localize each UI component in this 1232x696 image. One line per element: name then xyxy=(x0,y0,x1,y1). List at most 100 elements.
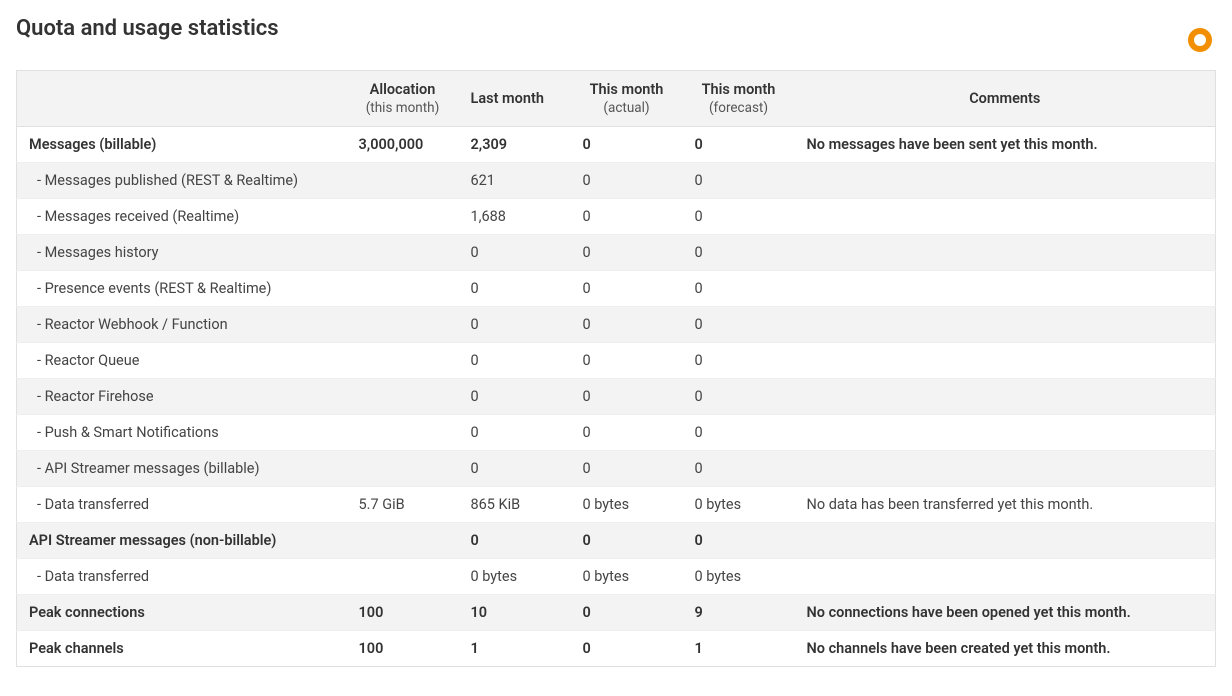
cell-forecast: 0 xyxy=(683,343,795,379)
cell-forecast: 0 xyxy=(683,415,795,451)
table-row: Messages history000 xyxy=(17,235,1216,271)
table-row: Reactor Firehose000 xyxy=(17,379,1216,415)
table-header-row: Allocation (this month) Last month This … xyxy=(17,71,1216,127)
cell-actual: 0 xyxy=(571,451,683,487)
cell-allocation xyxy=(347,271,459,307)
cell-allocation xyxy=(347,379,459,415)
metric-label: Reactor Queue xyxy=(17,343,347,379)
col-header-allocation-sub: (this month) xyxy=(359,100,447,116)
col-header-allocation-main: Allocation xyxy=(370,81,436,98)
cell-comments xyxy=(795,235,1216,271)
cell-allocation: 100 xyxy=(347,631,459,667)
cell-last-month: 0 xyxy=(459,379,571,415)
cell-forecast: 0 xyxy=(683,307,795,343)
cell-actual: 0 xyxy=(571,271,683,307)
table-row: Data transferred5.7 GiB865 KiB0 bytes0 b… xyxy=(17,487,1216,523)
col-header-actual-main: This month xyxy=(590,81,664,98)
col-header-allocation: Allocation (this month) xyxy=(347,71,459,127)
cell-forecast: 1 xyxy=(683,631,795,667)
cell-allocation xyxy=(347,199,459,235)
cell-comments xyxy=(795,199,1216,235)
table-row: API Streamer messages (non-billable)000 xyxy=(17,523,1216,559)
metric-label: API Streamer messages (non-billable) xyxy=(17,523,347,559)
cell-comments: No data has been transferred yet this mo… xyxy=(795,487,1216,523)
cell-allocation: 3,000,000 xyxy=(347,127,459,163)
metric-label: Peak connections xyxy=(17,595,347,631)
cell-last-month: 1,688 xyxy=(459,199,571,235)
table-body: Messages (billable)3,000,0002,30900No me… xyxy=(17,127,1216,667)
cell-comments xyxy=(795,163,1216,199)
table-row: Presence events (REST & Realtime)000 xyxy=(17,271,1216,307)
table-row: Reactor Webhook / Function000 xyxy=(17,307,1216,343)
table-row: Messages (billable)3,000,0002,30900No me… xyxy=(17,127,1216,163)
cell-forecast: 0 xyxy=(683,451,795,487)
metric-label: Messages (billable) xyxy=(17,127,347,163)
cell-forecast: 0 xyxy=(683,199,795,235)
cell-actual: 0 xyxy=(571,379,683,415)
cell-comments xyxy=(795,307,1216,343)
col-header-comments: Comments xyxy=(795,71,1216,127)
cell-actual: 0 xyxy=(571,127,683,163)
table-row: Peak connections1001009No connections ha… xyxy=(17,595,1216,631)
metric-label: Data transferred xyxy=(17,487,347,523)
metric-label: Messages received (Realtime) xyxy=(17,199,347,235)
cell-allocation xyxy=(347,415,459,451)
ring-icon xyxy=(1188,28,1212,52)
cell-allocation xyxy=(347,163,459,199)
cell-allocation xyxy=(347,559,459,595)
cell-actual: 0 bytes xyxy=(571,559,683,595)
cell-comments xyxy=(795,559,1216,595)
table-row: Push & Smart Notifications000 xyxy=(17,415,1216,451)
table-row: Messages published (REST & Realtime) 6210… xyxy=(17,163,1216,199)
metric-label: Reactor Webhook / Function xyxy=(17,307,347,343)
cell-forecast: 0 bytes xyxy=(683,559,795,595)
page-title: Quota and usage statistics xyxy=(16,16,279,41)
cell-forecast: 9 xyxy=(683,595,795,631)
cell-last-month: 0 xyxy=(459,451,571,487)
cell-last-month: 0 xyxy=(459,235,571,271)
cell-last-month: 621 xyxy=(459,163,571,199)
cell-forecast: 0 xyxy=(683,271,795,307)
table-row: Data transferred0 bytes0 bytes0 bytes xyxy=(17,559,1216,595)
metric-label: API Streamer messages (billable) xyxy=(17,451,347,487)
cell-last-month: 0 bytes xyxy=(459,559,571,595)
cell-last-month: 0 xyxy=(459,271,571,307)
col-header-this-month-forecast: This month (forecast) xyxy=(683,71,795,127)
cell-last-month: 2,309 xyxy=(459,127,571,163)
cell-allocation xyxy=(347,343,459,379)
col-header-this-month-actual: This month (actual) xyxy=(571,71,683,127)
cell-last-month: 1 xyxy=(459,631,571,667)
metric-label: Presence events (REST & Realtime) xyxy=(17,271,347,307)
cell-comments: No messages have been sent yet this mont… xyxy=(795,127,1216,163)
cell-actual: 0 xyxy=(571,343,683,379)
cell-actual: 0 xyxy=(571,163,683,199)
col-header-last-month-main: Last month xyxy=(471,90,544,107)
col-header-last-month: Last month xyxy=(459,71,571,127)
table-row: Messages received (Realtime)1,68800 xyxy=(17,199,1216,235)
cell-allocation xyxy=(347,451,459,487)
cell-actual: 0 bytes xyxy=(571,487,683,523)
col-header-comments-main: Comments xyxy=(969,90,1040,107)
cell-actual: 0 xyxy=(571,415,683,451)
table-row: Peak channels100101No channels have been… xyxy=(17,631,1216,667)
cell-forecast: 0 bytes xyxy=(683,487,795,523)
metric-label: Peak channels xyxy=(17,631,347,667)
cell-actual: 0 xyxy=(571,235,683,271)
cell-comments xyxy=(795,523,1216,559)
metric-label: Messages history xyxy=(17,235,347,271)
cell-forecast: 0 xyxy=(683,127,795,163)
metric-label: Data transferred xyxy=(17,559,347,595)
cell-comments xyxy=(795,379,1216,415)
col-header-actual-sub: (actual) xyxy=(583,100,671,116)
cell-last-month: 0 xyxy=(459,415,571,451)
metric-label: Reactor Firehose xyxy=(17,379,347,415)
cell-actual: 0 xyxy=(571,631,683,667)
table-row: Reactor Queue000 xyxy=(17,343,1216,379)
col-header-forecast-main: This month xyxy=(702,81,776,98)
cell-allocation xyxy=(347,235,459,271)
cell-actual: 0 xyxy=(571,523,683,559)
table-row: API Streamer messages (billable)000 xyxy=(17,451,1216,487)
col-header-metric xyxy=(17,71,347,127)
metric-label: Messages published (REST & Realtime) xyxy=(17,163,347,199)
cell-actual: 0 xyxy=(571,595,683,631)
